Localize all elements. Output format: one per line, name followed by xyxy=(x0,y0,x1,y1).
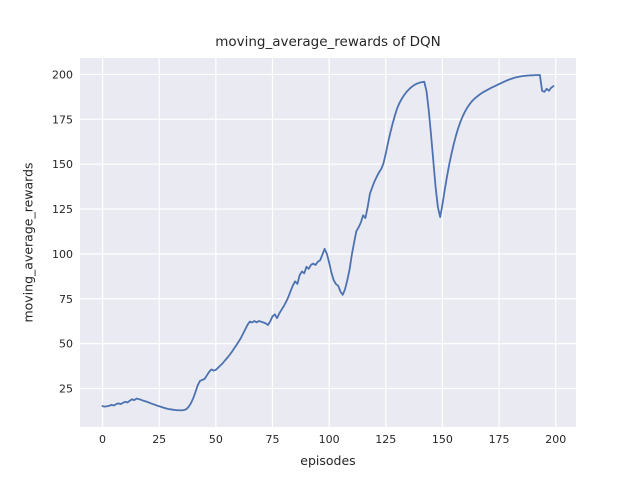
y-tick-label: 75 xyxy=(59,293,73,306)
x-tick-label: 75 xyxy=(265,433,279,446)
y-tick-label: 175 xyxy=(52,113,73,126)
y-axis-label: moving_average_rewards xyxy=(20,162,36,323)
x-tick-label: 25 xyxy=(152,433,166,446)
x-axis-label: episodes xyxy=(300,453,356,468)
y-tick-label: 200 xyxy=(52,68,73,81)
x-tick-label: 50 xyxy=(209,433,223,446)
y-tick-label: 100 xyxy=(52,248,73,261)
y-axis-label-wrap: moving_average_rewards xyxy=(0,58,56,427)
x-tick-label: 125 xyxy=(375,433,396,446)
plot-area xyxy=(80,58,576,427)
x-tick-label: 200 xyxy=(545,433,566,446)
x-tick-label: 100 xyxy=(319,433,340,446)
x-axis-label-wrap: episodes xyxy=(80,450,576,469)
x-tick-label: 150 xyxy=(432,433,453,446)
y-tick-label: 125 xyxy=(52,203,73,216)
chart-title: moving_average_rewards of DQN xyxy=(215,34,441,50)
x-tick-label: 0 xyxy=(99,433,106,446)
x-tick-label: 175 xyxy=(489,433,510,446)
y-tick-label: 150 xyxy=(52,158,73,171)
y-tick-label: 50 xyxy=(59,338,73,351)
reward-line xyxy=(101,74,555,412)
y-tick-label: 25 xyxy=(59,383,73,396)
